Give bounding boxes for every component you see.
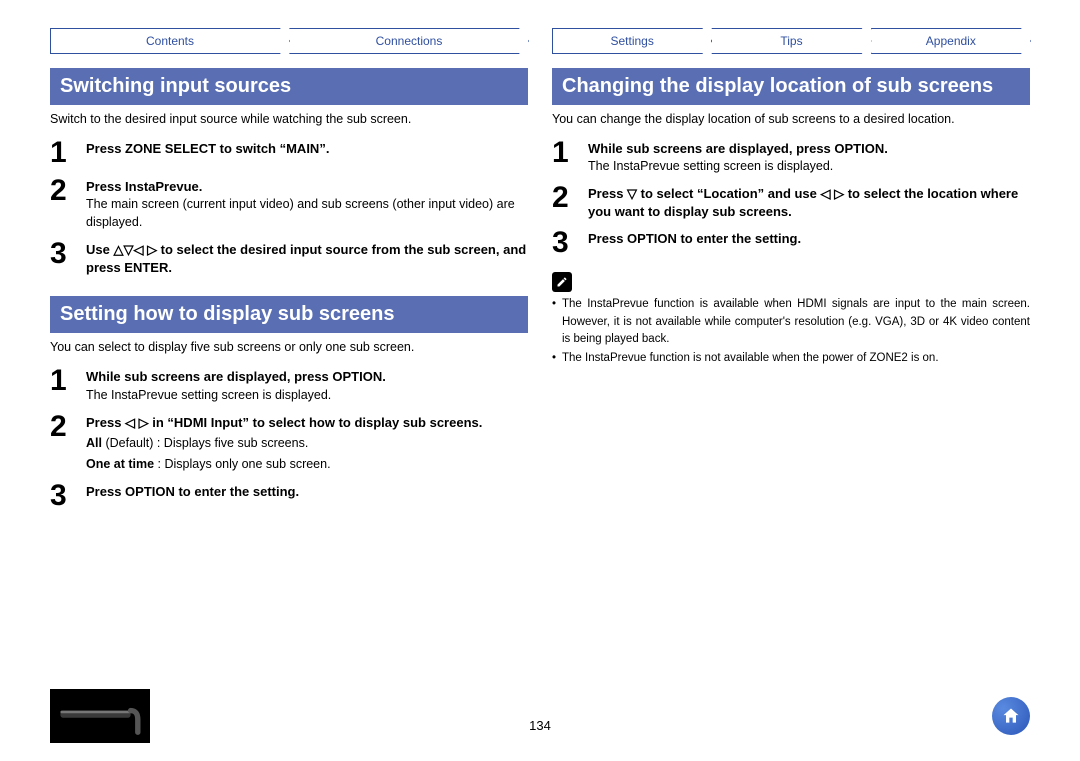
step-row: 3 Use △▽◁ ▷ to select the desired input … (50, 239, 528, 276)
nav-connections[interactable]: Connections (289, 28, 529, 54)
section-title-changing: Changing the display location of sub scr… (552, 68, 1030, 105)
nav-contents[interactable]: Contents (50, 28, 290, 54)
nav-tabs-left: Contents Connections (50, 28, 528, 54)
edit-note-icon (552, 272, 572, 292)
intro-text: You can change the display location of s… (552, 111, 1030, 128)
step-subtext: The main screen (current input video) an… (86, 197, 515, 229)
step-number: 3 (552, 228, 578, 258)
step-text: Press OPTION to enter the setting. (588, 231, 801, 246)
step-number: 1 (50, 366, 76, 403)
option-desc: : Displays only one sub screen. (154, 457, 330, 471)
intro-text: Switch to the desired input source while… (50, 111, 528, 128)
step-text: While sub screens are displayed, press O… (86, 369, 386, 384)
page-footer (0, 689, 1080, 743)
step-body: Use △▽◁ ▷ to select the desired input so… (86, 239, 528, 276)
step-text: Press OPTION to enter the setting. (86, 484, 299, 499)
steps-list: 1 While sub screens are displayed, press… (552, 138, 1030, 259)
step-row: 2 Press ▽ to select “Location” and use ◁… (552, 183, 1030, 220)
step-number: 2 (50, 412, 76, 473)
step-text: Press ◁ ▷ in “HDMI Input” to select how … (86, 415, 482, 430)
step-number: 2 (50, 176, 76, 231)
step-text: Press ▽ to select “Location” and use ◁ ▷… (588, 186, 1018, 219)
note-item: The InstaPrevue function is available wh… (552, 296, 1030, 348)
step-body: Press ZONE SELECT to switch “MAIN”. (86, 138, 528, 168)
step-body: Press ▽ to select “Location” and use ◁ ▷… (588, 183, 1030, 220)
notes-list: The InstaPrevue function is available wh… (552, 296, 1030, 367)
step-text: Press ZONE SELECT to switch “MAIN”. (86, 141, 329, 156)
step-number: 2 (552, 183, 578, 220)
step-text: While sub screens are displayed, press O… (588, 141, 888, 156)
step-row: 2 Press ◁ ▷ in “HDMI Input” to select ho… (50, 412, 528, 473)
step-row: 3 Press OPTION to enter the setting. (50, 481, 528, 511)
section-title-setting: Setting how to display sub screens (50, 296, 528, 333)
step-number: 3 (50, 239, 76, 276)
step-text: Press InstaPrevue. (86, 179, 202, 194)
right-column: Settings Tips Appendix Changing the disp… (552, 28, 1030, 761)
step-body: While sub screens are displayed, press O… (86, 366, 528, 403)
step-number: 3 (50, 481, 76, 511)
step-number: 1 (552, 138, 578, 175)
step-row: 1 While sub screens are displayed, press… (552, 138, 1030, 175)
step-subtext: The InstaPrevue setting screen is displa… (86, 388, 331, 402)
step-body: Press ◁ ▷ in “HDMI Input” to select how … (86, 412, 528, 473)
step-body: Press InstaPrevue. The main screen (curr… (86, 176, 528, 231)
nav-appendix[interactable]: Appendix (871, 28, 1031, 54)
section-title-switching: Switching input sources (50, 68, 528, 105)
option-key: All (86, 436, 102, 450)
nav-settings[interactable]: Settings (552, 28, 712, 54)
option-desc: (Default) : Displays five sub screens. (102, 436, 308, 450)
home-button[interactable] (992, 697, 1030, 735)
steps-list: 1 While sub screens are displayed, press… (50, 366, 528, 511)
left-column: Contents Connections Switching input sou… (50, 28, 528, 761)
manual-page: Contents Connections Switching input sou… (0, 0, 1080, 761)
step-subtext: The InstaPrevue setting screen is displa… (588, 159, 833, 173)
option-line: All (Default) : Displays five sub screen… (86, 435, 528, 452)
step-number: 1 (50, 138, 76, 168)
step-row: 3 Press OPTION to enter the setting. (552, 228, 1030, 258)
option-line: One at time : Displays only one sub scre… (86, 456, 528, 473)
option-key: One at time (86, 457, 154, 471)
step-body: While sub screens are displayed, press O… (588, 138, 1030, 175)
nav-tips[interactable]: Tips (711, 28, 871, 54)
steps-list: 1 Press ZONE SELECT to switch “MAIN”. 2 … (50, 138, 528, 276)
step-text: Use △▽◁ ▷ to select the desired input so… (86, 242, 526, 275)
step-row: 2 Press InstaPrevue. The main screen (cu… (50, 176, 528, 231)
step-row: 1 While sub screens are displayed, press… (50, 366, 528, 403)
step-row: 1 Press ZONE SELECT to switch “MAIN”. (50, 138, 528, 168)
nav-tabs-right: Settings Tips Appendix (552, 28, 1030, 54)
note-item: The InstaPrevue function is not availabl… (552, 350, 1030, 367)
step-body: Press OPTION to enter the setting. (86, 481, 528, 511)
page-number: 134 (529, 718, 551, 733)
intro-text: You can select to display five sub scree… (50, 339, 528, 356)
product-thumb (50, 689, 150, 743)
step-body: Press OPTION to enter the setting. (588, 228, 1030, 258)
